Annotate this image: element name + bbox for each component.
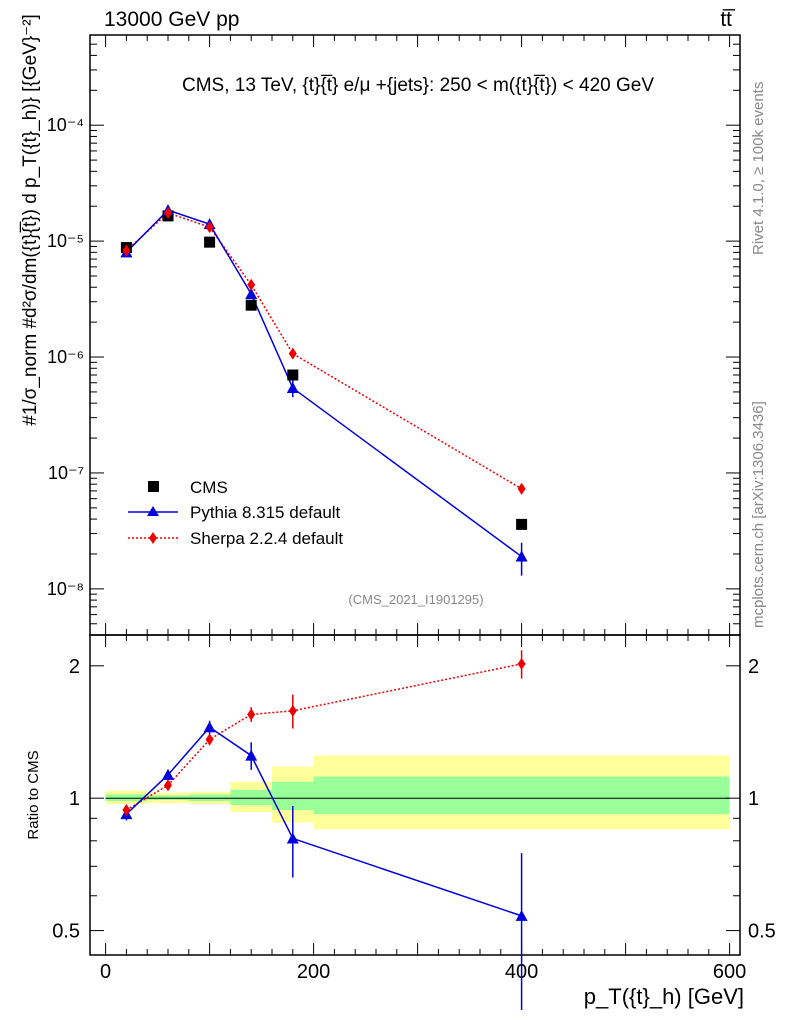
legend-marker-diamond-icon [149,532,157,544]
y-tick-label: 10⁻⁷ [48,463,84,483]
sherpa-point [288,347,297,360]
legend: CMS Pythia 8.315 default Sherpa 2.2.4 de… [128,478,343,548]
mcplots-label: mcplots.cern.ch [arXiv:1306.3436] [750,401,767,628]
analysis-tag: (CMS_2021_I1901295) [348,592,483,607]
pythia-point [515,550,528,562]
sherpa-ratio-line [126,663,522,811]
pythia-point [515,909,528,921]
legend-label-sherpa: Sherpa 2.2.4 default [190,529,343,548]
y-tick-label: 10⁻⁴ [47,115,84,135]
sherpa-line [125,212,522,490]
y-tick-label: 10⁻⁵ [47,231,84,251]
ratio-y-tick-label-right: 0.5 [748,921,776,943]
x-axis-label: p_T({t}_h) [GeV] [584,984,744,1009]
y-tick-label: 10⁻⁸ [47,579,84,599]
ratio-y-tick-label: 2 [69,656,80,678]
ratio-y-tick-label: 0.5 [52,921,80,943]
sherpa-point [122,804,131,817]
legend-marker-square-icon [148,481,159,492]
ratio-plot-layer: 0.5 0.51 12 20 200 400 600 [52,635,776,1010]
x-tick-label: 600 [713,961,746,983]
sherpa-point [164,206,172,219]
x-tick-label: 200 [297,961,330,983]
ratio-y-tick-label: 1 [69,788,80,810]
pythia-point [245,749,258,761]
y-tick-label: 10⁻⁶ [47,347,84,367]
cms-data-point [516,518,528,530]
pythia-point [162,768,174,780]
ratio-y-axis-label: Ratio to CMS [25,750,42,839]
pythia-point [245,287,258,299]
legend-entry-cms: CMS [148,478,228,497]
legend-entry-pythia: Pythia 8.315 default [128,503,341,522]
chart-title: CMS, 13 TeV, {t}{̅t} e/μ +{jets}: 250 < … [182,75,654,96]
uncertainty-band-inner [313,776,730,815]
sherpa-point [247,708,256,721]
process-label: tt̅ [720,8,736,31]
legend-marker-triangle-icon [147,506,159,516]
sherpa-point [122,244,131,257]
sherpa-point [517,482,526,495]
cms-data-point [245,299,257,311]
pythia-point [203,721,216,733]
cms-data-point [204,236,216,248]
ratio-y-tick-label-right: 2 [748,656,759,678]
rivet-version-label: Rivet 4.1.0, ≥ 100k events [750,82,767,255]
ratio-panel-frame [89,634,741,956]
energy-label: 13000 GeV pp [104,8,239,31]
legend-label-cms: CMS [190,478,228,497]
pythia-ratio-line [125,726,522,917]
pythia-point [286,832,299,844]
sherpa-point [164,779,172,792]
pythia-line [125,209,523,558]
main-panel-frame [89,34,741,636]
main-plot-layer: 10⁻⁸ 10⁻⁷ 10⁻⁶ 10⁻⁵ 10⁻⁴ [47,35,740,636]
cms-data-point [287,369,299,381]
x-tick-label: 0 [100,961,111,983]
uncertainty-band-inner [272,781,314,811]
sherpa-point [205,733,214,746]
sherpa-point [205,221,214,234]
pythia-point [286,382,299,394]
ratio-y-tick-label-right: 1 [748,788,759,810]
sherpa-point [247,278,256,291]
sherpa-point [288,704,297,717]
uncertainty-band-inner [230,789,272,805]
main-y-axis-label: #1/σ_norm #d²σ/dm({t}{̅t}) d p_T({t}_h)}… [20,14,41,426]
legend-label-pythia: Pythia 8.315 default [190,503,341,522]
legend-entry-sherpa: Sherpa 2.2.4 default [128,529,343,548]
sherpa-point [517,657,526,670]
